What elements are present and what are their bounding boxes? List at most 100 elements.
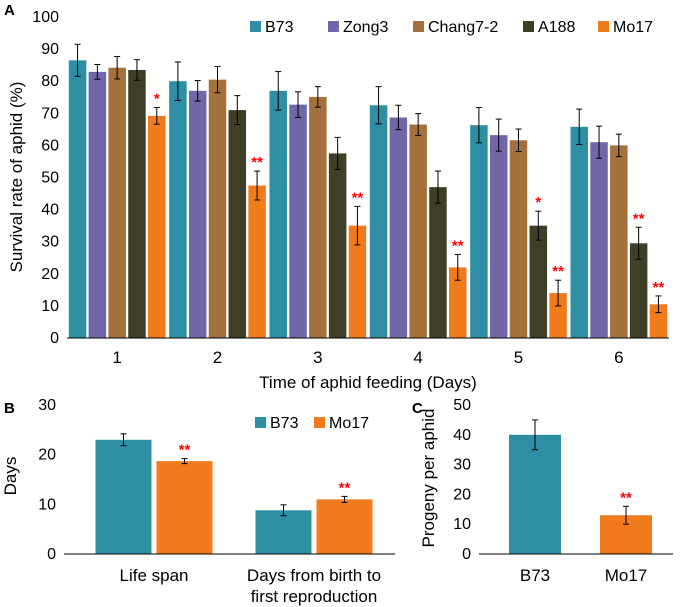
panel-a-significance-mo17: **	[251, 154, 263, 171]
panel-a-bar-b73-day-4	[369, 105, 388, 339]
panel-a-bar-mo17-day-6	[649, 304, 668, 338]
panel-b-ticks: 0 10 20 30	[38, 397, 56, 563]
panel-a-bar-chang7-2-day-3	[309, 96, 327, 338]
panel-c-bar-b73	[509, 434, 561, 554]
panel-a-bar-mo17-day-4	[449, 267, 467, 338]
panel-a-bar-mo17-day-5	[549, 293, 567, 338]
panel-a-bar-a188-day-6	[629, 243, 648, 338]
panel-a-bars: 1*2**3**4**5***6****	[68, 43, 668, 367]
panel-a-y-tick-label: 80	[41, 73, 59, 90]
panel-a-significance-a188: **	[633, 210, 645, 227]
panel-b-x-tick-label: Life span	[120, 566, 189, 585]
panel-a-x-tick-label: 1	[112, 348, 121, 367]
panel-a-legend-swatch-b73	[250, 21, 261, 32]
panel-c-ticks: 0 10 20 30 40 50	[453, 397, 471, 563]
panel-a-legend-swatch-mo17	[598, 21, 609, 32]
panel-b-bar-b73-life-span	[95, 439, 152, 554]
panel-a-bar-b73-day-5	[470, 125, 488, 338]
panel-a-legend-label-a188: A188	[538, 19, 575, 36]
panel-a-bar-chang7-2-day-4	[409, 124, 427, 338]
panel-a-legend-label-b73: B73	[265, 19, 294, 36]
panel-c-y-tick-label: 50	[453, 397, 471, 414]
panel-b-x-tick-label: first reproduction	[251, 587, 378, 606]
panel-a-x-tick-label: 4	[413, 348, 422, 367]
panel-c-label: C	[412, 400, 423, 417]
panel-b-y-tick-label: 20	[38, 447, 56, 464]
panel-c-y-tick-label: 0	[462, 546, 471, 563]
panel-b-label: B	[4, 400, 15, 417]
panel-a-bar-mo17-day-1	[148, 115, 166, 338]
panel-a-bar-b73-day-6	[570, 126, 588, 338]
panel-b-y-tick-label: 0	[47, 546, 56, 563]
panel-a-significance-mo17: **	[552, 263, 564, 280]
panel-a-x-tick-label: 3	[313, 348, 322, 367]
panel-b-bar-mo17-days-from-birth-to-first-reproduction	[316, 499, 373, 554]
panel-b-legend-swatch-b73	[255, 417, 266, 428]
panel-b-legend: B73 Mo17	[255, 415, 369, 432]
panel-a-x-tick-label: 5	[514, 348, 523, 367]
panel-a-y-axis-title: Survival rate of aphid (%)	[7, 82, 26, 273]
panel-c-significance-mo17: **	[620, 489, 632, 506]
panel-a-bar-zong3-day-4	[389, 117, 408, 339]
panel-a-significance-mo17: **	[452, 238, 464, 255]
panel-a-bar-chang7-2-day-6	[610, 145, 628, 338]
panel-a-bar-zong3-day-2	[188, 90, 207, 338]
panel-b-bar-mo17-life-span	[156, 461, 213, 554]
panel-a-significance-mo17: *	[154, 91, 160, 108]
panel-a-y-tick-label: 40	[41, 202, 59, 219]
panel-a-bar-a188-day-1	[128, 69, 146, 338]
panel-b-legend-label-mo17: Mo17	[329, 415, 369, 432]
panel-b-bars: Life span ** Days from birth to first repro…	[95, 433, 381, 606]
panel-b-legend-swatch-mo17	[314, 417, 325, 428]
panel-c-bars: B73 ** Mo17	[509, 419, 652, 585]
panel-a-bar-a188-day-2	[228, 110, 247, 338]
panel-a-bar-zong3-day-3	[289, 104, 307, 339]
panel-a-y-tick-label: 0	[50, 330, 59, 347]
panel-c-y-tick-label: 40	[453, 427, 471, 444]
panel-a-x-tick-label: 6	[614, 348, 623, 367]
panel-a-legend-label-mo17: Mo17	[613, 19, 653, 36]
panel-b-significance-mo17: **	[339, 479, 351, 496]
panel-a-y-tick-label: 90	[41, 41, 59, 58]
panel-a-significance-mo17: **	[352, 189, 364, 206]
panel-c-y-tick-label: 10	[453, 516, 471, 533]
panel-a-y-tick-label: 100	[32, 9, 59, 26]
panel-a-bar-zong3-day-1	[88, 71, 107, 339]
panel-a-y-tick-label: 10	[41, 298, 59, 315]
panel-a-significance-mo17: **	[653, 279, 665, 296]
panel-a-legend-swatch-a188	[523, 21, 534, 32]
panel-b-legend-label-b73: B73	[270, 415, 299, 432]
panel-b-y-tick-label: 30	[38, 397, 56, 414]
panel-b-y-tick-label: 10	[38, 496, 56, 513]
panel-a-bar-chang7-2-day-5	[509, 140, 528, 338]
panel-b-x-tick-label: Days from birth to	[247, 566, 381, 585]
panel-a-legend-label-chang7-2: Chang7-2	[428, 19, 498, 36]
panel-c-y-tick-label: 30	[453, 457, 471, 474]
panel-b-significance-mo17: **	[179, 442, 191, 459]
panel-c-y-axis-title: Progeny per aphid	[419, 409, 438, 548]
panel-a-y-tick-label: 70	[41, 105, 59, 122]
panel-a-bar-a188-day-4	[429, 187, 447, 338]
panel-a-legend-swatch-zong3	[328, 21, 339, 32]
panel-a-bar-chang7-2-day-2	[208, 79, 227, 338]
panel-a-bar-chang7-2-day-1	[108, 67, 126, 338]
panel-a-legend-swatch-chang7-2	[413, 21, 424, 32]
panel-c-x-tick-label: Mo17	[605, 566, 648, 585]
panel-a-ticks: 0 10 20 30 40 50 60 70 80 90 100	[32, 9, 59, 347]
panel-a-y-tick-label: 20	[41, 266, 59, 283]
panel-a-label: A	[4, 2, 15, 19]
panel-a-legend-label-zong3: Zong3	[343, 19, 388, 36]
panel-a-x-axis-title: Time of aphid feeding (Days)	[259, 373, 477, 392]
panel-a-bar-zong3-day-6	[590, 142, 608, 338]
panel-a-significance-a188: *	[535, 194, 541, 211]
panel-b-chart: B 0 10 20 30 Life span ** Days from birth to f…	[1, 397, 395, 606]
panel-a-bar-mo17-day-2	[248, 185, 266, 338]
panel-a-bar-a188-day-5	[529, 225, 548, 338]
panel-a-y-tick-label: 30	[41, 234, 59, 251]
panel-a-bar-b73-day-1	[68, 60, 87, 339]
panel-a-legend: B73 Zong3 Chang7-2 A188 Mo17	[250, 19, 653, 36]
panel-a-bar-mo17-day-3	[348, 225, 367, 338]
panel-a-y-tick-label: 60	[41, 137, 59, 154]
